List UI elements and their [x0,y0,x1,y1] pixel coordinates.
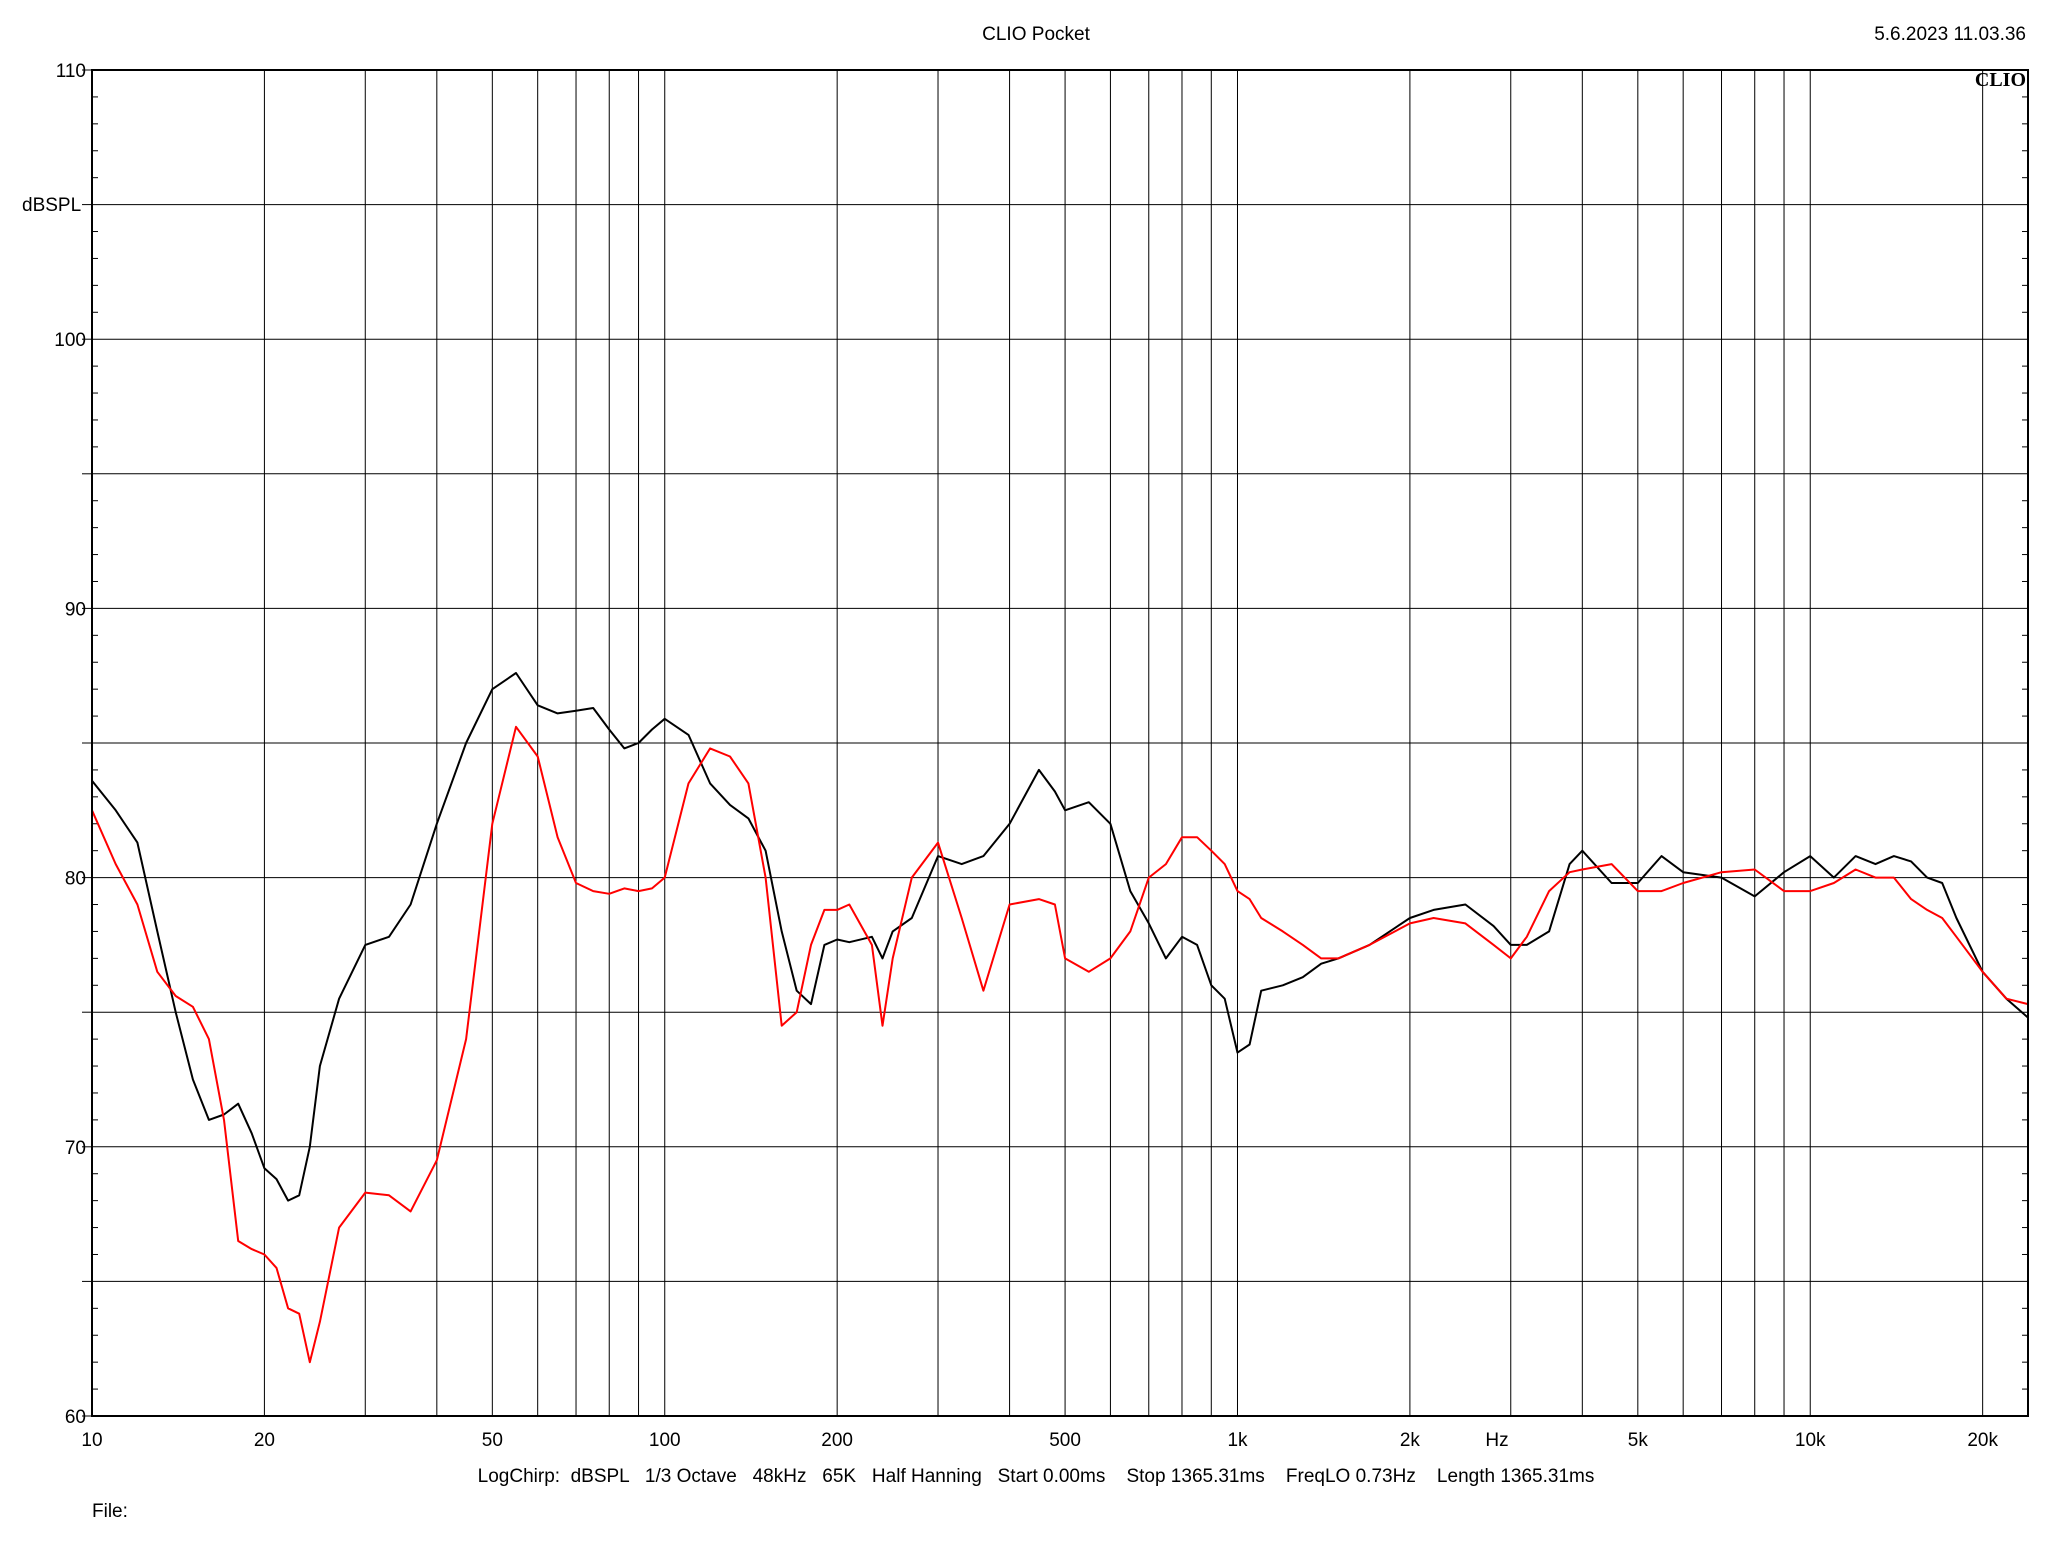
plot-frame [91,69,2029,1417]
x-tick-label: 500 [1049,1430,1081,1451]
series-line-black [91,672,2029,1202]
y-tick-label: 80 [65,869,86,890]
measurement-settings: LogChirp: dBSPL 1/3 Octave 48kHz 65K Hal… [478,1466,1595,1487]
x-tick-labels: 10 20 50 100 200 500 1k 2k 5k 10k 20k [81,1430,1998,1451]
timestamp: 5.6.2023 11.03.36 [1874,24,2026,45]
x-tick-label: 20k [1967,1430,1998,1451]
chart-title: CLIO Pocket [982,24,1090,45]
x-tick-label: 5k [1628,1430,1649,1451]
grid [82,69,2028,1417]
x-tick-label: 10k [1795,1430,1826,1451]
y-axis-label: dBSPL [22,195,81,216]
x-axis-label: Hz [1485,1430,1508,1451]
x-tick-label: 100 [649,1430,681,1451]
x-tick-label: 50 [482,1430,503,1451]
y-tick-labels: 60 70 80 90 100 110 [54,61,86,1428]
y-tick-label: 70 [65,1138,86,1159]
x-tick-label: 2k [1400,1430,1421,1451]
series-layer [91,672,2029,1364]
series-line-red [91,725,2029,1364]
x-tick-label: 10 [81,1430,102,1451]
file-label: File: [92,1501,128,1522]
y-tick-label: 90 [65,599,86,620]
y-tick-label: 100 [54,330,86,351]
x-tick-label: 200 [821,1430,853,1451]
clio-logo: CLIO [1975,69,2026,91]
x-tick-label: 20 [254,1430,275,1451]
y-tick-label: 60 [65,1407,86,1428]
x-tick-label: 1k [1227,1430,1248,1451]
y-tick-label: 110 [56,61,86,82]
